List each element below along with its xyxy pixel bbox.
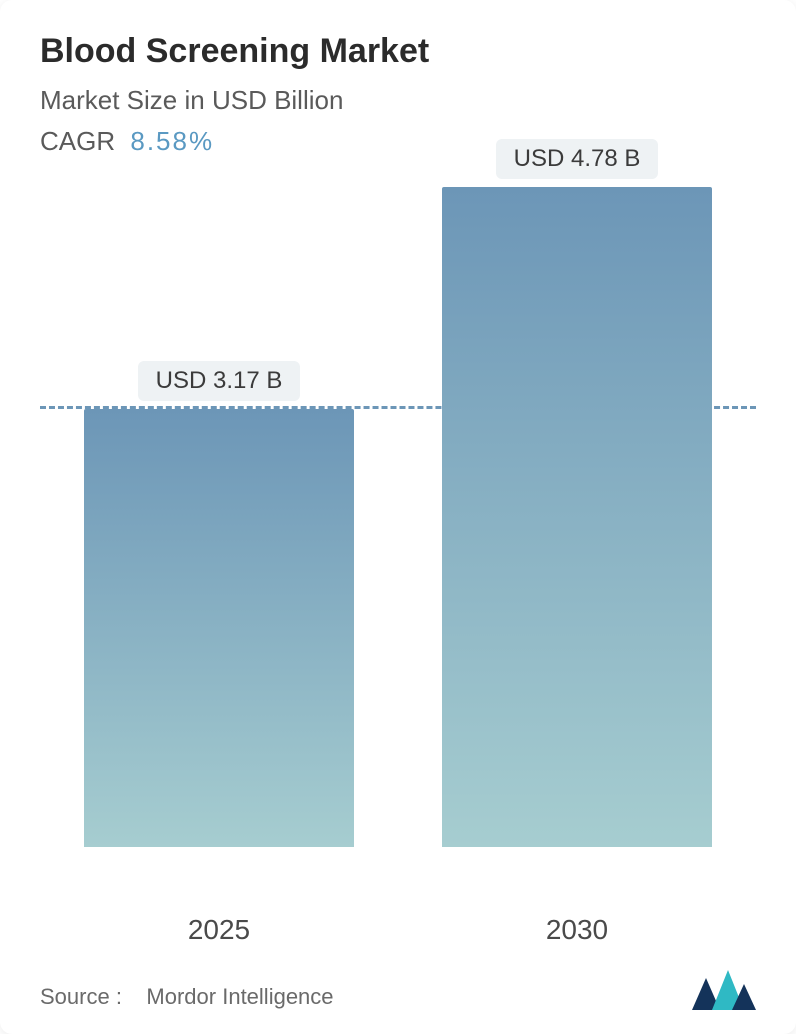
x-axis: 2025 2030 xyxy=(40,914,756,946)
bar xyxy=(442,187,712,847)
bar xyxy=(84,409,354,847)
chart-plot-area: USD 3.17 BUSD 4.78 B xyxy=(40,187,756,904)
x-axis-tick: 2025 xyxy=(84,914,354,946)
bar-value-label: USD 4.78 B xyxy=(496,139,659,179)
bar-group: USD 4.78 B xyxy=(442,139,712,847)
source-value: Mordor Intelligence xyxy=(146,984,333,1009)
chart-footer: Source : Mordor Intelligence xyxy=(40,970,756,1010)
bars-container: USD 3.17 BUSD 4.78 B xyxy=(40,187,756,847)
cagr-label: CAGR xyxy=(40,126,115,156)
chart-subtitle: Market Size in USD Billion xyxy=(40,85,756,116)
chart-title: Blood Screening Market xyxy=(40,32,756,71)
bar-group: USD 3.17 B xyxy=(84,361,354,847)
bar-value-label: USD 3.17 B xyxy=(138,361,301,401)
source-label: Source : xyxy=(40,984,122,1009)
brand-logo-icon xyxy=(692,970,756,1010)
cagr-value: 8.58% xyxy=(130,126,214,156)
source-text: Source : Mordor Intelligence xyxy=(40,984,334,1010)
market-chart-card: Blood Screening Market Market Size in US… xyxy=(0,0,796,1034)
x-axis-tick: 2030 xyxy=(442,914,712,946)
